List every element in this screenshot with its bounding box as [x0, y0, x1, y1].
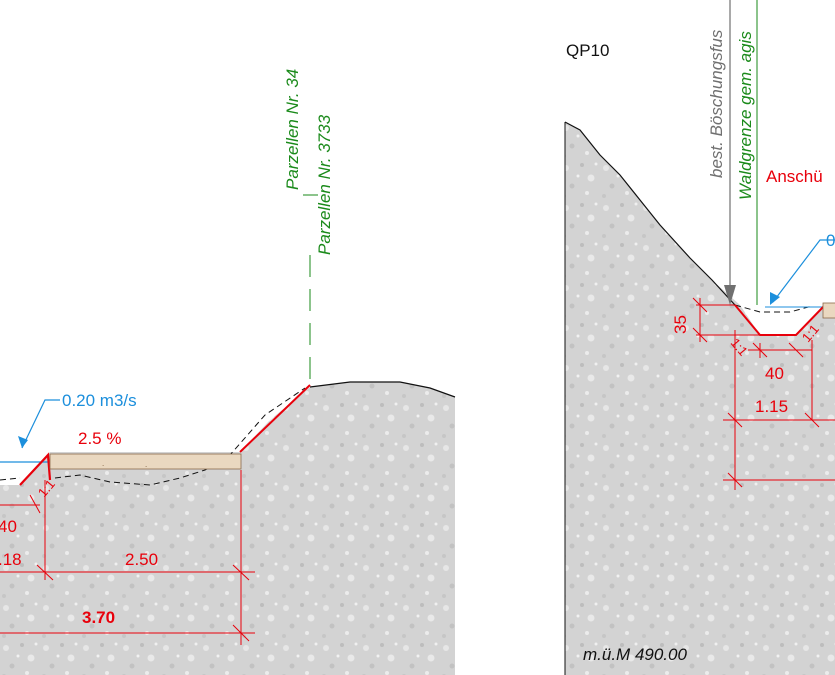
dim-35: 35 — [671, 315, 690, 334]
section-title: QP10 — [566, 41, 609, 60]
left-terrain — [0, 382, 455, 675]
right-channel-wall — [734, 304, 826, 336]
label-waldgrenze: Waldgrenze gem. agis — [736, 31, 755, 200]
svg-text:.: . — [102, 459, 104, 468]
parcel-label-1: Parzellen Nr. 34 — [283, 69, 302, 190]
right-flow-leader — [772, 239, 835, 303]
left-channel-wall — [19, 452, 52, 486]
left-path-structure — [49, 453, 242, 470]
left-dimensions — [0, 470, 255, 645]
left-existing-ground — [0, 387, 306, 486]
dim-18-left: .18 — [0, 550, 22, 569]
right-path-structure — [822, 302, 835, 319]
label-anschuett: Anschü — [766, 167, 823, 186]
dim-total-left: 3.70 — [82, 608, 115, 627]
svg-text:.: . — [145, 460, 147, 469]
left-slope-label: 2.5 % — [78, 429, 121, 448]
right-terrain — [565, 122, 835, 675]
right-flow-label: 0 — [826, 231, 835, 250]
dim-40-right: 40 — [765, 364, 784, 383]
left-terrain-surface — [309, 381, 456, 398]
right-existing-ground — [734, 304, 813, 313]
right-terrain-surface — [564, 121, 736, 306]
left-cross-section: . . Parzellen Nr. 34 Parzellen Nr. 3733 … — [0, 69, 456, 675]
left-slope-line — [239, 384, 311, 453]
left-flow-leader — [21, 399, 60, 449]
elevation-label: m.ü.M 490.00 — [583, 645, 687, 664]
right-dimensions — [692, 297, 835, 490]
right-cross-section: QP10 best. Böschungsfus Waldgrenze gem. … — [564, 0, 835, 675]
parcel-label-2: Parzellen Nr. 3733 — [315, 114, 334, 255]
dim-40-left: 40 — [0, 517, 17, 536]
dim-115: 1.15 — [755, 397, 788, 416]
label-boeschung: best. Böschungsfus — [707, 29, 726, 178]
left-flow-label: 0.20 m3/s — [62, 391, 137, 410]
dim-250-left: 2.50 — [125, 550, 158, 569]
